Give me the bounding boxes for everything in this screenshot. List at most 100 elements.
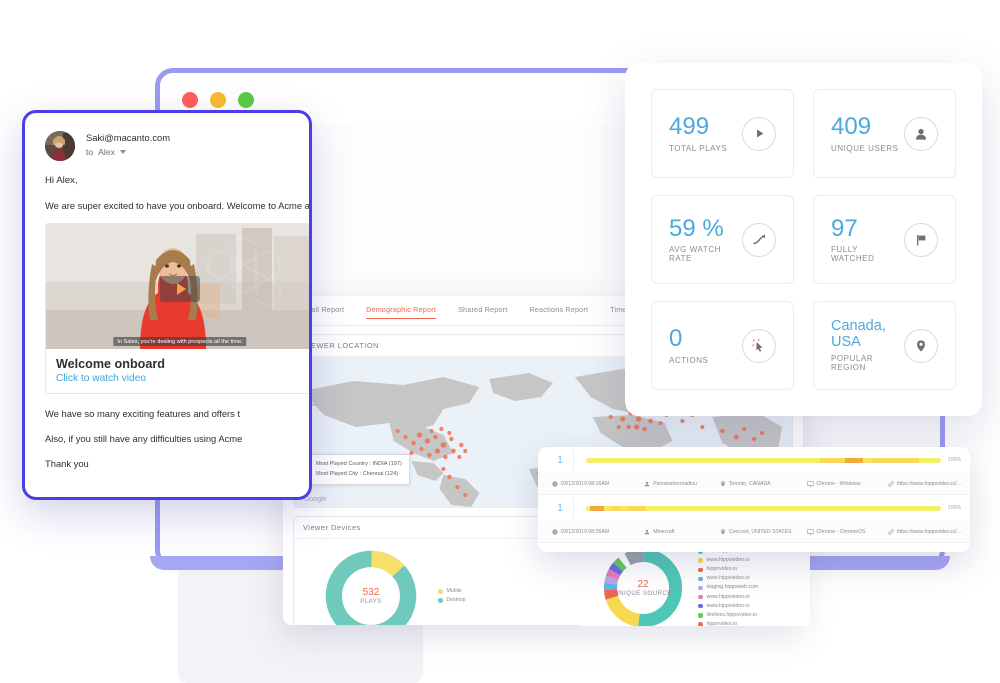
avatar — [45, 131, 75, 161]
legend-swatch-source-6 — [698, 595, 703, 600]
legend-swatch-desktop — [438, 598, 443, 603]
row-metadata: 03/12/2019 08:16AM Parvanehmoradlou Toro… — [538, 473, 970, 494]
stat-card-unique-users[interactable]: 409 UNIQUE USERS — [813, 89, 956, 178]
stat-value-actions: 0 — [669, 326, 708, 351]
stat-label-popular-region: POPULAR REGION — [831, 354, 904, 372]
legend-label-source-7: www.hippovideo.io — [707, 602, 750, 611]
row-source[interactable]: https://www.hippovideo.io/... — [897, 481, 961, 487]
devices-donut: 532 PLAYS — [322, 547, 420, 625]
minimize-button-icon[interactable] — [210, 92, 226, 108]
video-thumbnail[interactable]: In Sales, you're dealing with prospects … — [46, 224, 312, 349]
play-icon — [742, 117, 776, 151]
email-header: Saki@macanto.com to Alex — [45, 131, 289, 161]
stat-value-total-plays: 499 — [669, 114, 727, 139]
cursor-click-icon — [742, 329, 776, 363]
tab-reactions-report[interactable]: Reactions Report — [529, 305, 588, 319]
map-pin-icon — [720, 481, 726, 487]
trend-up-icon — [742, 223, 776, 257]
stat-label-actions: ACTIONS — [669, 356, 708, 365]
row-source[interactable]: https://www.hippovideo.io/... — [897, 529, 961, 535]
stat-value-avg-watch-rate: 59 % — [669, 216, 742, 241]
maximize-button-icon[interactable] — [238, 92, 254, 108]
row-source-block: https://www.hippovideo.io/... — [888, 529, 961, 535]
stat-text-block: 59 % AVG WATCH RATE — [669, 216, 742, 263]
legend-swatch-source-2 — [698, 558, 703, 563]
engagement-heat-bar[interactable] — [586, 458, 941, 463]
table-row[interactable]: 1 100% 03/12/2019 08 — [538, 495, 970, 543]
video-watch-link[interactable]: Click to watch video — [46, 371, 312, 393]
row-percent: 100% — [948, 505, 961, 511]
sources-legend: www.hippovideo.io www.hippovideo.io hipp… — [698, 547, 758, 626]
stat-card-fully-watched[interactable]: 97 FULLY WATCHED — [813, 195, 956, 284]
devices-plays-label: PLAYS — [360, 598, 382, 605]
legend-label-source-8: limitless.hippovideo.io — [707, 611, 757, 620]
legend-item: Desktop — [438, 596, 466, 605]
user-icon — [644, 481, 650, 487]
row-percent: 100% — [948, 457, 961, 463]
email-paragraph-1: We are super excited to have you onboard… — [45, 200, 289, 211]
email-from: Saki@macanto.com — [86, 131, 170, 145]
stat-card-total-plays[interactable]: 499 TOTAL PLAYS — [651, 89, 794, 178]
row-location-block: Concord, UNITED STATES — [720, 529, 807, 535]
stat-value-popular-region: Canada, USA — [831, 319, 904, 349]
monitor-icon — [807, 529, 814, 535]
legend-swatch-source-7 — [698, 604, 703, 609]
row-metadata: 03/12/2019 08:05AM Minecraft Concord, UN… — [538, 521, 970, 542]
tooltip-country: Most Played Country : INDIA (197) — [316, 460, 402, 470]
legend-label-source-9: hippovideo.io — [707, 620, 738, 626]
email-to-prefix: to — [86, 147, 93, 157]
stat-card-avg-watch-rate[interactable]: 59 % AVG WATCH RATE — [651, 195, 794, 284]
stat-value-fully-watched: 97 — [831, 216, 904, 241]
row-user-block: Parvanehmoradlou — [644, 481, 720, 487]
stat-text-block: 499 TOTAL PLAYS — [669, 114, 727, 152]
link-icon — [888, 529, 894, 535]
email-greeting: Hi Alex, — [45, 175, 289, 186]
monitor-icon — [807, 481, 814, 487]
legend-swatch-mobile — [438, 589, 443, 594]
tab-shared-report[interactable]: Shared Report — [458, 305, 507, 319]
email-recipient[interactable]: to Alex — [86, 147, 170, 157]
stats-panel: 499 TOTAL PLAYS 409 UNIQUE USERS — [625, 63, 982, 416]
google-watermark: Google — [304, 496, 326, 503]
legend-swatch-source-5 — [698, 586, 703, 591]
clock-icon — [552, 481, 558, 487]
play-button-icon[interactable] — [160, 276, 200, 302]
legend-item: www.hippovideo.io — [698, 574, 758, 583]
stat-label-total-plays: TOTAL PLAYS — [669, 144, 727, 153]
legend-swatch-source-9 — [698, 622, 703, 626]
engagement-rows-window: 1 100% 03/12/2019 08:16AM — [538, 447, 970, 552]
legend-label-desktop: Desktop — [447, 596, 466, 605]
tooltip-city: Most Played City : Chennai (124) — [316, 470, 402, 480]
email-paragraph-2: We have so many exciting features and of… — [45, 408, 289, 419]
table-row[interactable]: 1 100% 03/12/2019 08:16AM — [538, 447, 970, 495]
row-progress-area: 1 100% — [538, 495, 970, 521]
row-divider — [573, 497, 574, 519]
row-location: Toronto, CANADA — [729, 481, 771, 487]
legend-item: www.hippovideo.io — [698, 556, 758, 565]
legend-label-mobile: Mobile — [447, 587, 462, 596]
stat-value-unique-users: 409 — [831, 114, 899, 139]
legend-item: hippovideo.io — [698, 565, 758, 574]
unique-source-card: 22 UNIQUE SOURCE www.hippovideo.io www.h… — [580, 540, 810, 626]
email-paragraph-4: Thank you — [45, 458, 289, 469]
devices-plays-value: 532 — [363, 587, 380, 598]
legend-item: Mobile — [438, 587, 466, 596]
engagement-heat-bar[interactable] — [586, 506, 941, 511]
legend-item: staging.hippoweb.com — [698, 583, 758, 592]
video-embed-card[interactable]: In Sales, you're dealing with prospects … — [45, 223, 312, 394]
email-sender-block: Saki@macanto.com to Alex — [86, 131, 170, 157]
window-controls[interactable] — [182, 92, 254, 108]
link-icon — [888, 481, 894, 487]
row-timestamp-block: 03/12/2019 08:16AM — [552, 481, 644, 487]
close-button-icon[interactable] — [182, 92, 198, 108]
tab-demographic-report[interactable]: Demographic Report — [366, 305, 436, 319]
stat-card-actions[interactable]: 0 ACTIONS — [651, 301, 794, 390]
row-location: Concord, UNITED STATES — [729, 529, 792, 535]
stats-grid: 499 TOTAL PLAYS 409 UNIQUE USERS — [651, 89, 956, 390]
stat-card-popular-region[interactable]: Canada, USA POPULAR REGION — [813, 301, 956, 390]
legend-label-source-6: www.hippovideo.io — [707, 593, 750, 602]
chevron-down-icon[interactable] — [120, 150, 126, 154]
sources-donut-center: 22 UNIQUE SOURCE — [600, 545, 686, 626]
legend-label-source-5: staging.hippoweb.com — [707, 583, 759, 592]
map-pin-icon — [720, 529, 726, 535]
